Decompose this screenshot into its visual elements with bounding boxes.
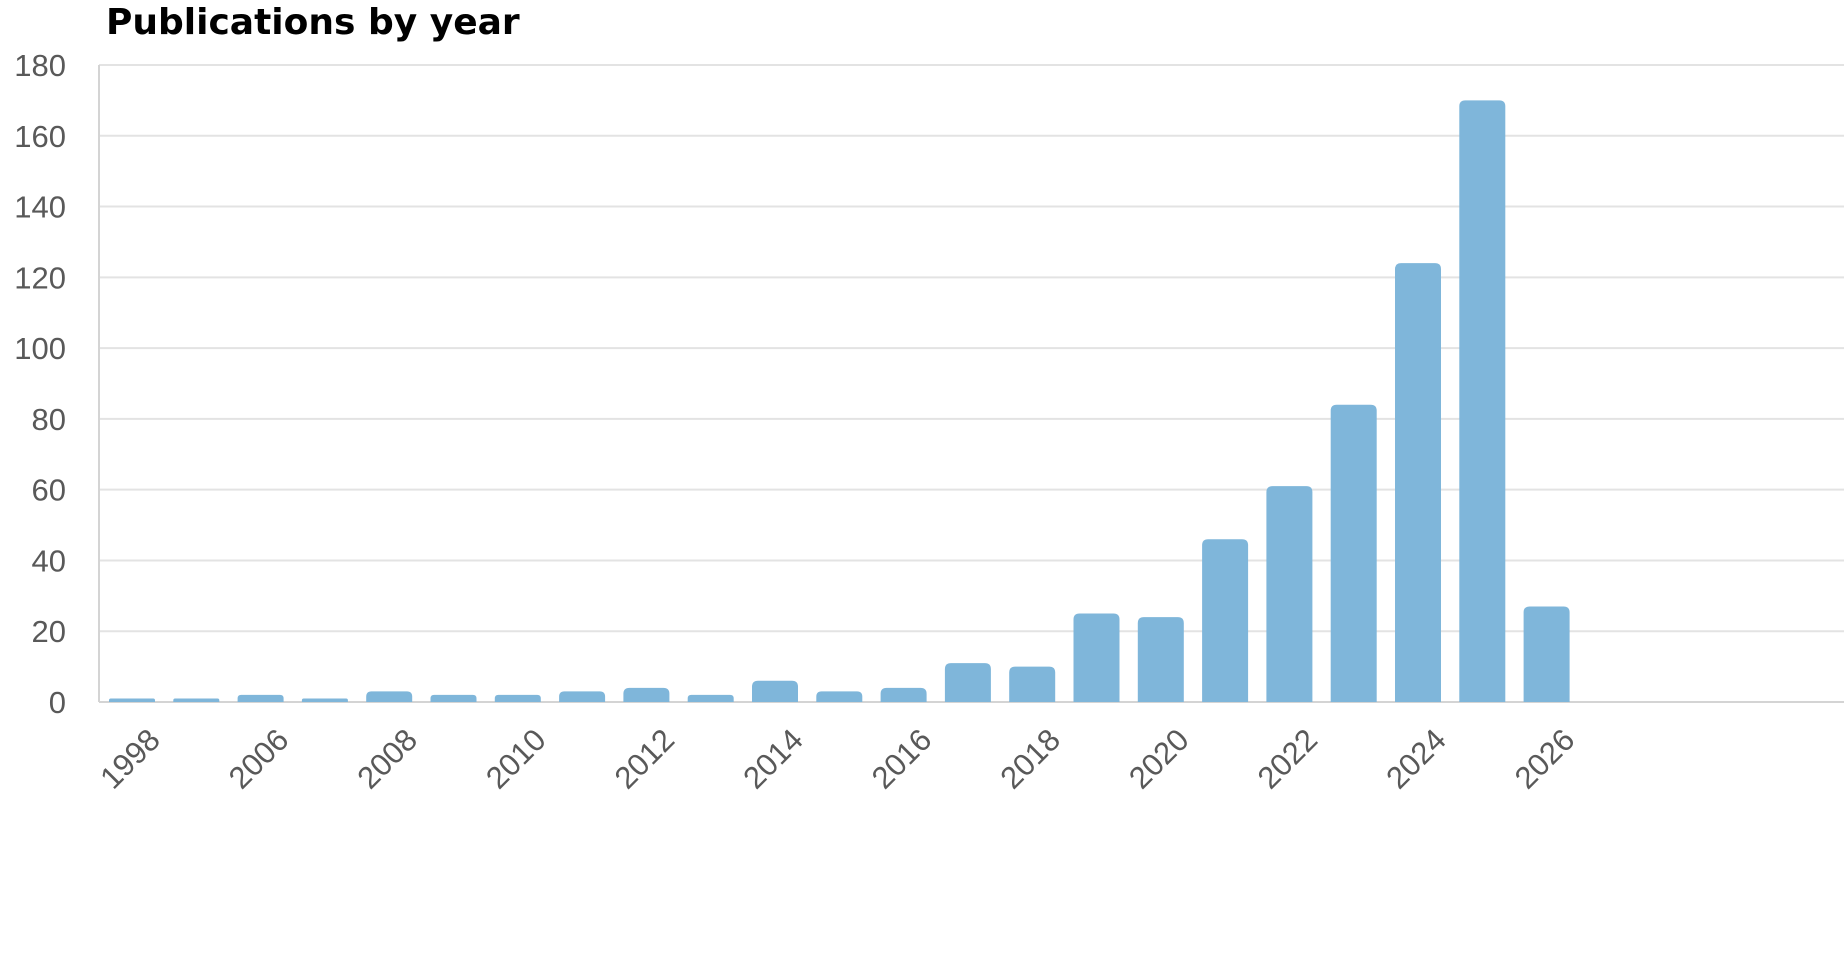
bar [1137,617,1184,702]
bar [752,680,798,702]
bar [1395,263,1441,702]
y-tick-label: 100 [14,331,66,366]
y-tick-label: 0 [49,685,66,720]
y-tick-label: 180 [14,48,66,83]
y-tick-label: 140 [14,190,66,225]
bar [1523,606,1570,702]
y-axis-tick-labels: 0 20 40 60 80 100 120 140 160 180 [14,48,66,720]
x-tick-label: 2006 [222,722,296,796]
bar [880,687,927,702]
y-tick-label: 80 [32,402,66,437]
x-tick-label: 2022 [1251,722,1325,796]
bar [1459,100,1506,702]
x-tick-label: 2008 [350,722,424,796]
x-tick-label: 2016 [865,722,939,796]
x-tick-label: 1998 [93,722,167,796]
y-tick-label: 160 [14,119,66,154]
y-tick-label: 40 [32,543,66,578]
bar [1009,666,1056,702]
bar [816,691,863,702]
bar [687,694,734,702]
bar [944,663,991,702]
bar [430,694,477,702]
gridlines [99,64,1844,633]
bar [1330,404,1377,702]
bar [237,694,284,702]
x-axis-tick-labels: 1998 2006 2008 2010 2012 2014 2016 2018 2020 2022… [93,722,1581,796]
x-tick-label: 2012 [608,722,682,796]
x-tick-label: 2026 [1508,722,1582,796]
bar [109,698,155,702]
y-tick-label: 20 [32,614,66,649]
bar [1073,613,1120,702]
bar [173,698,220,702]
bar [559,691,606,702]
bar [494,694,541,702]
bars [109,100,1570,702]
bar [1202,539,1249,702]
chart-title: Publications by year [106,2,520,43]
bar [301,698,348,702]
y-tick-label: 60 [32,473,66,508]
y-tick-label: 120 [14,260,66,295]
bar [623,687,670,702]
bar [1266,486,1313,702]
axes [98,65,1844,703]
x-tick-label: 2024 [1379,722,1453,796]
x-tick-label: 2018 [993,722,1067,796]
x-tick-label: 2014 [736,722,810,796]
x-tick-label: 2020 [1122,722,1196,796]
bar [366,691,413,702]
x-tick-label: 2010 [479,722,553,796]
